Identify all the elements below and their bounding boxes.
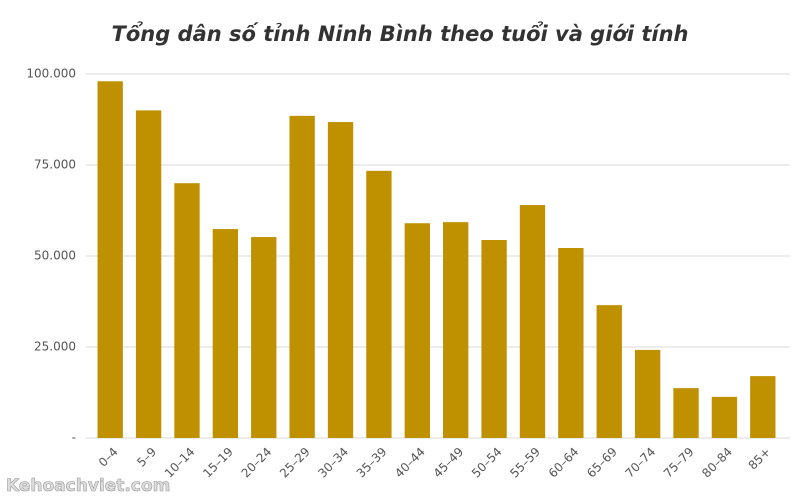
bar: [711, 396, 738, 438]
x-tick-label: 80–84: [699, 445, 735, 481]
x-tick-label: 65–69: [584, 445, 620, 481]
x-tick-label: 5–9: [134, 445, 159, 470]
x-tick-label: 35–39: [354, 445, 390, 481]
bar: [596, 305, 622, 438]
bar: [366, 170, 392, 438]
bar: [174, 183, 200, 438]
x-tick-label: 30–34: [315, 445, 351, 481]
bar: [634, 349, 661, 438]
bar: [135, 110, 162, 439]
y-tick-label: 25.000: [34, 340, 76, 354]
x-tick-label: 45–49: [431, 445, 467, 481]
bar: [327, 122, 354, 438]
bar: [289, 115, 315, 439]
x-tick-label: 75–79: [661, 445, 697, 481]
bar: [97, 81, 123, 438]
bar: [443, 222, 469, 438]
y-tick-label: -: [72, 431, 76, 445]
x-tick-label: 50–54: [469, 445, 505, 481]
bar: [481, 239, 507, 438]
x-tick-label: 0–4: [96, 445, 121, 470]
x-tick-label: 25–29: [277, 445, 313, 481]
bar: [673, 388, 699, 438]
y-tick-label: 50.000: [34, 249, 76, 263]
x-tick-label: 40–44: [392, 445, 428, 481]
bar: [404, 223, 430, 438]
x-tick-label: 85+: [746, 445, 774, 473]
bar: [558, 247, 584, 438]
x-tick-label: 55–59: [507, 445, 543, 481]
bar: [750, 376, 776, 438]
x-tick-label: 20–24: [239, 445, 275, 481]
bar: [519, 205, 546, 438]
x-tick-label: 60–64: [546, 445, 582, 481]
bar: [212, 229, 239, 438]
watermark: Kehoachviet.com: [6, 476, 170, 496]
bar: [251, 237, 277, 438]
y-tick-label: 75.000: [34, 158, 76, 172]
chart-title: Tổng dân số tỉnh Ninh Bình theo tuổi và …: [112, 21, 689, 46]
x-tick-label: 15–19: [200, 445, 236, 481]
y-tick-label: 100.000: [26, 67, 76, 81]
x-tick-label: 70–74: [622, 445, 658, 481]
